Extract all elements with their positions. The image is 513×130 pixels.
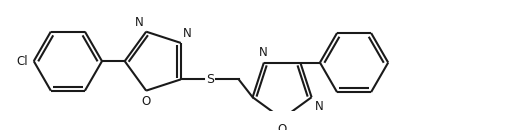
Text: N: N <box>183 27 192 40</box>
Text: N: N <box>314 100 323 113</box>
Text: N: N <box>135 16 144 29</box>
Text: S: S <box>206 73 214 86</box>
Text: O: O <box>142 95 151 108</box>
Text: N: N <box>259 46 267 59</box>
Text: O: O <box>278 123 287 130</box>
Text: Cl: Cl <box>16 55 28 68</box>
